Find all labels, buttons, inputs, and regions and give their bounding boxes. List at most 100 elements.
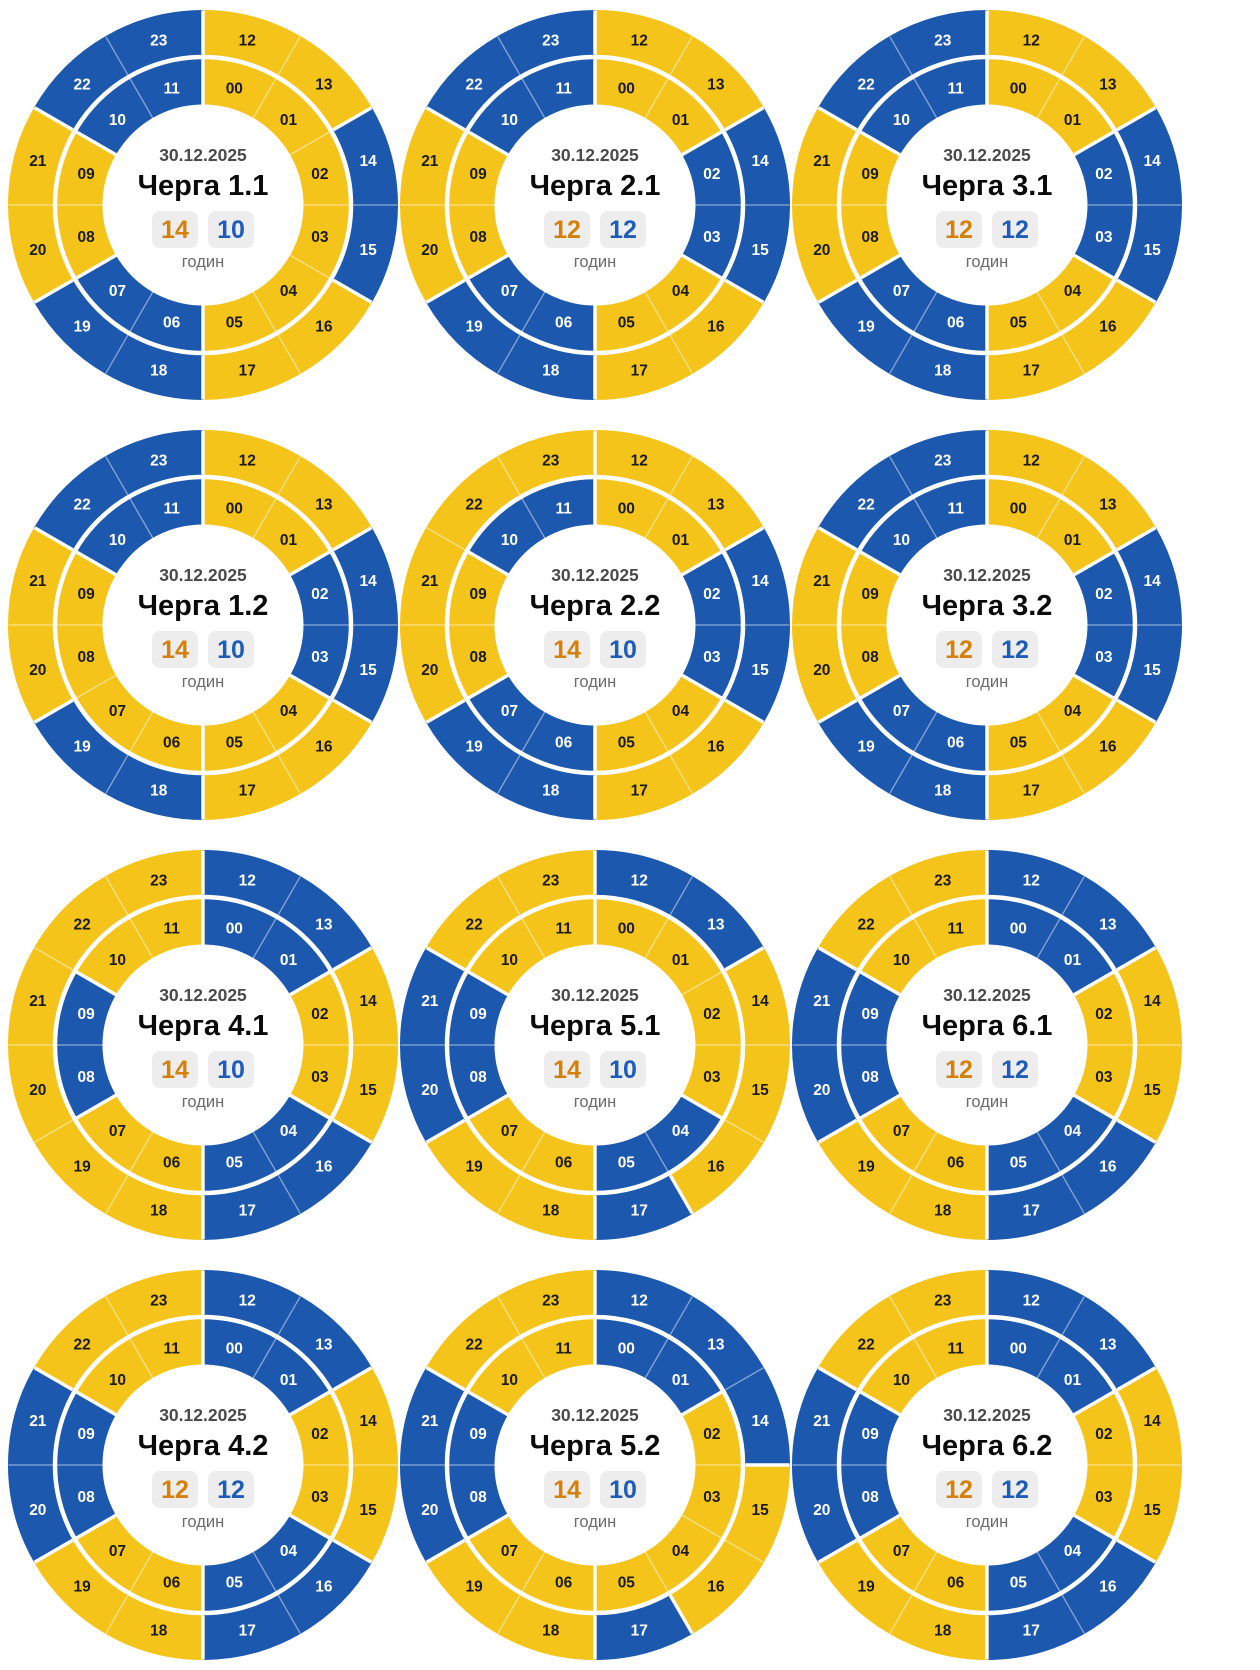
hour-label-05: 05 xyxy=(618,734,636,751)
hour-segment-06 xyxy=(129,290,203,353)
hour-segment-07 xyxy=(74,1514,154,1594)
hour-label-06: 06 xyxy=(947,314,965,331)
segment-divider xyxy=(681,1514,722,1539)
hour-label-20: 20 xyxy=(421,242,438,259)
hour-label-02: 02 xyxy=(703,586,720,603)
hour-label-19: 19 xyxy=(465,1158,483,1175)
hour-label-07: 07 xyxy=(893,1123,910,1140)
ring-separator xyxy=(444,894,746,1196)
hour-label-20: 20 xyxy=(813,1082,830,1099)
segment-divider xyxy=(859,970,902,997)
segment-divider xyxy=(33,106,74,132)
hour-label-19: 19 xyxy=(857,1578,875,1595)
hour-label-22: 22 xyxy=(857,77,874,94)
unit-label: годин xyxy=(574,1513,616,1531)
hour-segment-13 xyxy=(277,876,372,971)
hour-segment-15 xyxy=(723,1465,790,1563)
hour-label-09: 09 xyxy=(469,166,487,183)
hour-segment-20 xyxy=(792,1045,859,1143)
hour-label-06: 06 xyxy=(947,1574,965,1591)
hour-segment-13 xyxy=(277,1296,372,1391)
hour-segment-17 xyxy=(987,333,1085,400)
hour-label-08: 08 xyxy=(861,1069,879,1086)
segment-divider xyxy=(644,498,669,539)
hour-label-22: 22 xyxy=(857,917,874,934)
hour-segment-07 xyxy=(74,254,154,334)
hour-segment-11 xyxy=(129,477,203,540)
segment-divider xyxy=(644,1338,669,1379)
hour-segment-07 xyxy=(858,254,938,334)
hour-segment-13 xyxy=(669,456,764,551)
segment-divider xyxy=(817,1118,858,1144)
segment-divider xyxy=(859,253,902,280)
hour-label-14: 14 xyxy=(1144,573,1162,590)
hour-label-01: 01 xyxy=(1064,532,1082,549)
chart-title: Черга 2.1 xyxy=(530,170,661,202)
schedule-donut: 00 01 02 03 04 05 06 07 08 09 10 11 12 13 14 15 16 17 18 19… xyxy=(400,430,790,820)
hour-label-21: 21 xyxy=(29,153,47,170)
segment-divider xyxy=(724,1367,764,1391)
hour-label-20: 20 xyxy=(421,1502,438,1519)
hour-segment-03 xyxy=(288,205,351,279)
hour-segment-04 xyxy=(1036,674,1116,754)
segment-divider xyxy=(1072,1093,1115,1120)
schedule-donut: 00 01 02 03 04 05 06 07 08 09 10 11 12 13 14 15 16 17 18 19… xyxy=(8,10,398,400)
hour-label-12: 12 xyxy=(1023,1292,1040,1309)
chart-title: Черга 5.2 xyxy=(530,1430,661,1462)
segment-divider xyxy=(332,526,373,552)
hour-label-14: 14 xyxy=(752,993,770,1010)
segment-divider xyxy=(1072,1513,1115,1540)
hour-label-10: 10 xyxy=(109,952,126,969)
hour-segment-04 xyxy=(252,1514,332,1594)
hour-segment-02 xyxy=(288,551,351,625)
hour-segment-18 xyxy=(497,1593,595,1660)
hour-label-14: 14 xyxy=(752,153,770,170)
hour-segment-11 xyxy=(521,1317,595,1380)
segment-divider xyxy=(1072,550,1115,577)
hour-segment-08 xyxy=(839,625,902,699)
hour-segment-11 xyxy=(913,477,987,540)
segment-divider xyxy=(521,1131,546,1172)
hour-label-03: 03 xyxy=(311,649,329,666)
hour-segment-16 xyxy=(669,699,764,794)
hour-label-23: 23 xyxy=(150,32,168,49)
hour-segment-19 xyxy=(34,699,129,794)
on-hours-badge xyxy=(936,631,982,668)
segment-divider xyxy=(105,36,129,76)
hour-segment-17 xyxy=(203,333,301,400)
hour-segment-12 xyxy=(595,850,693,917)
hour-segment-16 xyxy=(277,699,372,794)
off-hours-badge xyxy=(992,1471,1038,1508)
hour-segment-15 xyxy=(1115,1465,1182,1563)
hour-label-17: 17 xyxy=(239,1623,256,1640)
chart-title: Черга 2.2 xyxy=(530,590,661,622)
hour-label-09: 09 xyxy=(77,1006,95,1023)
hour-label-11: 11 xyxy=(947,81,964,98)
hour-label-18: 18 xyxy=(934,783,952,800)
hour-segment-21 xyxy=(400,1367,467,1465)
hour-label-11: 11 xyxy=(555,81,572,98)
hour-label-19: 19 xyxy=(73,318,91,335)
segment-divider xyxy=(34,1119,74,1143)
segment-divider xyxy=(289,131,330,156)
hour-label-05: 05 xyxy=(618,1154,636,1171)
segment-divider xyxy=(289,254,330,279)
segment-divider xyxy=(332,698,373,724)
segment-divider xyxy=(1036,1338,1061,1379)
chart-title: Черга 6.1 xyxy=(922,1010,1053,1042)
hour-segment-12 xyxy=(203,430,301,497)
hour-segment-22 xyxy=(426,1296,521,1391)
hour-segment-05 xyxy=(203,710,277,773)
hour-segment-19 xyxy=(426,279,521,374)
hour-segment-00 xyxy=(203,1317,277,1380)
hour-segment-17 xyxy=(595,1173,693,1240)
hour-label-03: 03 xyxy=(1095,1069,1113,1086)
hour-segment-09 xyxy=(55,131,118,205)
segment-divider xyxy=(467,130,510,157)
hour-segment-13 xyxy=(277,456,372,551)
hour-label-14: 14 xyxy=(360,1413,378,1430)
hour-label-01: 01 xyxy=(280,112,298,129)
hour-segment-00 xyxy=(987,897,1061,960)
hour-segment-14 xyxy=(331,107,398,205)
center-disc xyxy=(494,524,696,726)
